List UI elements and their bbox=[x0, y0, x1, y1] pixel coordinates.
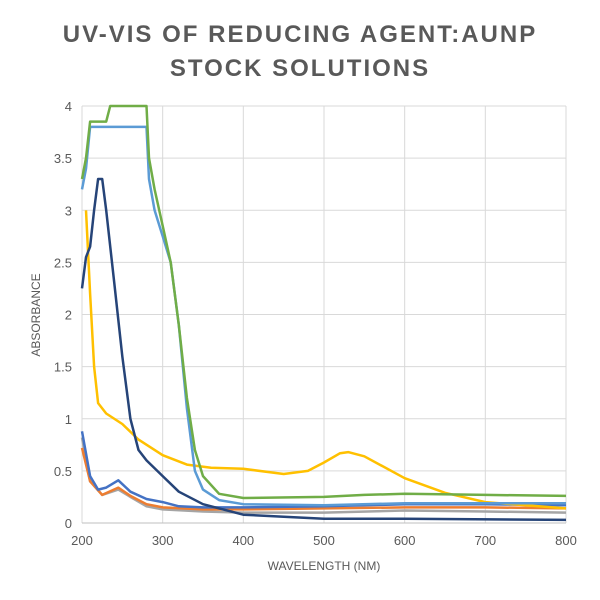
series-line-6 bbox=[80, 177, 567, 522]
y-tick-label: 1 bbox=[65, 412, 72, 427]
series-line-1 bbox=[80, 447, 567, 511]
y-tick-label: 0 bbox=[65, 516, 72, 531]
chart-title-line-1: UV-VIS OF REDUCING AGENT:AUNP bbox=[62, 21, 538, 48]
chart-title-line-2: STOCK SOLUTIONS bbox=[169, 55, 431, 82]
y-tick-label: 2 bbox=[65, 308, 72, 323]
x-tick-label: 200 bbox=[71, 533, 93, 548]
chart-title: UV-VIS OF REDUCING AGENT:AUNP STOCK SOLU… bbox=[0, 18, 600, 86]
x-tick-label: 300 bbox=[152, 533, 174, 548]
series-line-5 bbox=[80, 104, 567, 500]
x-tick-label: 500 bbox=[313, 533, 335, 548]
y-tick-label: 4 bbox=[65, 99, 72, 114]
x-tick-label: 400 bbox=[232, 533, 254, 548]
y-axis-label: ABSORBANCE bbox=[29, 273, 43, 356]
x-tick-label: 700 bbox=[474, 533, 496, 548]
y-tick-label: 3.5 bbox=[54, 151, 72, 166]
y-tick-label: 2.5 bbox=[54, 255, 72, 270]
x-tick-label: 800 bbox=[555, 533, 577, 548]
x-tick-label: 600 bbox=[394, 533, 416, 548]
y-tick-label: 1.5 bbox=[54, 360, 72, 375]
y-tick-label: 0.5 bbox=[54, 464, 72, 479]
series-line-3 bbox=[84, 210, 567, 510]
x-axis-label: WAVELENGTH (NM) bbox=[268, 559, 381, 573]
y-tick-label: 3 bbox=[65, 203, 72, 218]
